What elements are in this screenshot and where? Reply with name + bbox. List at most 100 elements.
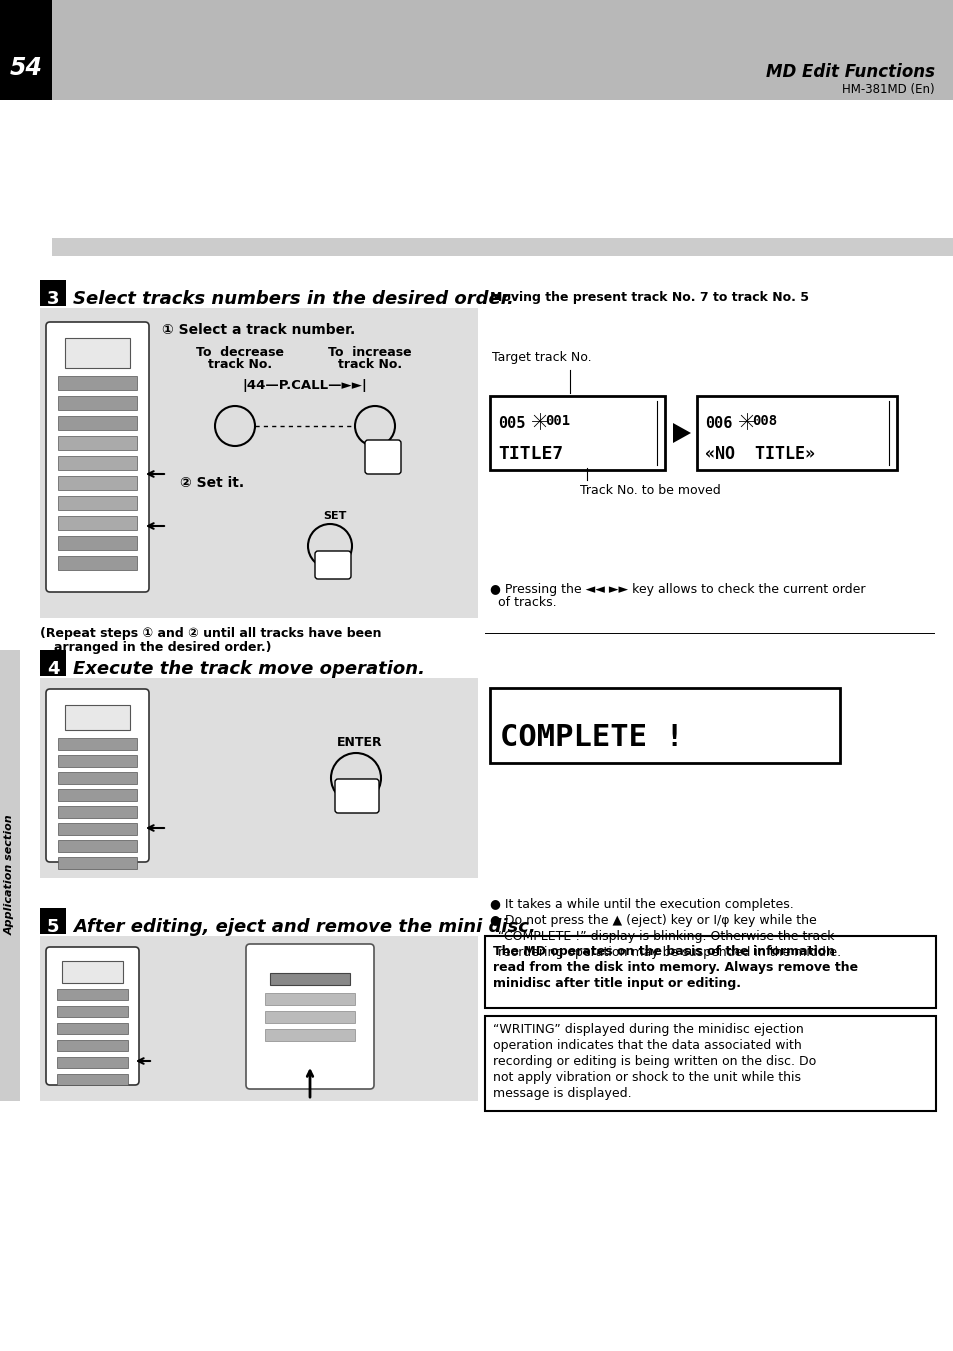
Text: Execute the track move operation.: Execute the track move operation. <box>73 661 424 678</box>
Text: ① Select a track number.: ① Select a track number. <box>162 323 355 336</box>
Text: To  increase: To increase <box>328 346 412 358</box>
Bar <box>58 516 137 530</box>
Text: ② Set it.: ② Set it. <box>180 476 244 490</box>
Bar <box>265 1011 355 1023</box>
FancyBboxPatch shape <box>246 944 374 1089</box>
Text: track No.: track No. <box>337 358 401 372</box>
FancyBboxPatch shape <box>46 689 149 862</box>
Bar <box>58 396 137 409</box>
FancyBboxPatch shape <box>46 322 149 592</box>
Bar <box>58 755 137 767</box>
Bar <box>65 338 130 367</box>
Bar <box>270 973 350 985</box>
Text: ● Do not press the ▲ (eject) key or I/φ key while the: ● Do not press the ▲ (eject) key or I/φ … <box>490 915 816 927</box>
FancyBboxPatch shape <box>335 780 378 813</box>
Text: of tracks.: of tracks. <box>490 597 556 609</box>
Text: “WRITING” displayed during the minidisc ejection: “WRITING” displayed during the minidisc … <box>493 1024 803 1036</box>
Text: «NO  TITLE»: «NO TITLE» <box>704 444 814 463</box>
Text: 4: 4 <box>47 661 59 678</box>
Text: Track No. to be moved: Track No. to be moved <box>579 484 720 497</box>
Bar <box>58 807 137 817</box>
Bar <box>0 650 20 1101</box>
Bar <box>57 1023 128 1034</box>
Bar <box>57 989 128 1000</box>
Bar <box>40 308 477 617</box>
Text: COMPLETE !: COMPLETE ! <box>499 724 683 753</box>
Bar <box>58 496 137 509</box>
Bar <box>0 0 52 100</box>
Text: 008: 008 <box>751 413 777 428</box>
Text: |44—P.CALL—►►|: |44—P.CALL—►►| <box>242 380 367 393</box>
Text: ● Pressing the ◄◄ ►► key allows to check the current order: ● Pressing the ◄◄ ►► key allows to check… <box>490 584 864 597</box>
Bar <box>65 705 130 730</box>
Bar <box>484 936 935 1008</box>
Text: ● It takes a while until the execution completes.: ● It takes a while until the execution c… <box>490 898 793 911</box>
Bar <box>0 0 953 100</box>
Bar <box>40 936 477 1101</box>
Bar <box>40 280 66 305</box>
Bar <box>58 436 137 450</box>
Text: minidisc after title input or editing.: minidisc after title input or editing. <box>493 978 740 990</box>
Text: 006: 006 <box>704 416 732 431</box>
Bar <box>58 857 137 869</box>
Bar <box>58 789 137 801</box>
Text: ENTER: ENTER <box>336 736 382 750</box>
Text: SET: SET <box>323 511 346 521</box>
Text: operation indicates that the data associated with: operation indicates that the data associ… <box>493 1039 801 1052</box>
Bar <box>58 557 137 570</box>
Text: message is displayed.: message is displayed. <box>493 1088 631 1101</box>
Text: After editing, eject and remove the mini disc.: After editing, eject and remove the mini… <box>73 917 536 936</box>
Text: MD Edit Functions: MD Edit Functions <box>765 63 934 81</box>
Bar <box>58 823 137 835</box>
Text: The MD operates on the basis of the information: The MD operates on the basis of the info… <box>493 946 834 958</box>
Text: TITLE7: TITLE7 <box>497 444 562 463</box>
FancyBboxPatch shape <box>365 440 400 474</box>
Bar <box>58 457 137 470</box>
Text: reordering operation may be suspended in the middle.: reordering operation may be suspended in… <box>490 946 841 959</box>
Bar <box>265 993 355 1005</box>
Text: (Repeat steps ① and ② until all tracks have been: (Repeat steps ① and ② until all tracks h… <box>40 627 381 640</box>
Text: track No.: track No. <box>208 358 272 372</box>
Text: Target track No.: Target track No. <box>492 351 591 365</box>
Text: HM-381MD (En): HM-381MD (En) <box>841 84 934 96</box>
Bar <box>490 396 664 470</box>
Bar <box>57 1056 128 1069</box>
Bar <box>57 1040 128 1051</box>
Bar <box>265 1029 355 1042</box>
Text: To  decrease: To decrease <box>195 346 284 358</box>
Bar <box>57 1006 128 1017</box>
Bar <box>58 536 137 550</box>
Bar <box>40 908 66 934</box>
Text: read from the disk into memory. Always remove the: read from the disk into memory. Always r… <box>493 962 858 974</box>
Bar <box>58 738 137 750</box>
FancyBboxPatch shape <box>46 947 139 1085</box>
Bar <box>58 840 137 852</box>
Bar <box>490 688 840 763</box>
Bar <box>58 476 137 490</box>
Bar <box>62 961 123 984</box>
Bar <box>57 1074 128 1085</box>
Text: “COMPLETE !” display is blinking. Otherwise the track: “COMPLETE !” display is blinking. Otherw… <box>490 929 834 943</box>
Bar <box>58 376 137 390</box>
Polygon shape <box>672 423 690 443</box>
Text: 3: 3 <box>47 290 59 308</box>
Bar <box>697 396 896 470</box>
Text: recording or editing is being written on the disc. Do: recording or editing is being written on… <box>493 1055 816 1069</box>
Text: arranged in the desired order.): arranged in the desired order.) <box>54 642 272 654</box>
Bar <box>484 1016 935 1111</box>
Bar <box>58 416 137 430</box>
Text: Moving the present track No. 7 to track No. 5: Moving the present track No. 7 to track … <box>490 292 808 304</box>
Text: 001: 001 <box>544 413 570 428</box>
Text: Application section: Application section <box>5 815 15 935</box>
Text: 005: 005 <box>497 416 525 431</box>
Bar <box>52 100 953 238</box>
FancyBboxPatch shape <box>314 551 351 580</box>
Bar <box>40 678 477 878</box>
Text: not apply vibration or shock to the unit while this: not apply vibration or shock to the unit… <box>493 1071 801 1085</box>
Bar <box>58 771 137 784</box>
Text: 54: 54 <box>10 55 43 80</box>
Text: Select tracks numbers in the desired order.: Select tracks numbers in the desired ord… <box>73 290 514 308</box>
Bar <box>52 238 953 255</box>
Text: 5: 5 <box>47 917 59 936</box>
Bar <box>40 650 66 676</box>
